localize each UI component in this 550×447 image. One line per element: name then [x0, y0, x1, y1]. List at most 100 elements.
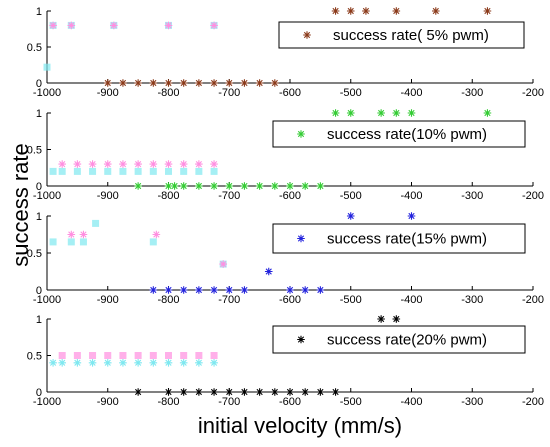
data-point — [103, 359, 112, 367]
x-tick-label: -200 — [522, 294, 544, 306]
data-point — [301, 388, 309, 396]
x-tick-label: -500 — [340, 190, 362, 202]
data-point — [225, 79, 234, 87]
data-point — [271, 79, 279, 87]
x-tick-label: -1000 — [33, 87, 61, 99]
data-point — [195, 286, 203, 294]
x-tick-label: -800 — [157, 396, 179, 408]
data-point — [164, 182, 173, 190]
y-tick-label: 0 — [36, 78, 42, 90]
x-tick-label: -700 — [218, 294, 240, 306]
x-tick-label: -700 — [218, 190, 240, 202]
x-tick-label: -900 — [97, 190, 119, 202]
data-point — [134, 359, 142, 367]
data-point — [483, 7, 492, 15]
data-point — [152, 230, 161, 239]
x-tick-label: -300 — [461, 190, 483, 202]
data-point — [103, 79, 112, 87]
data-point — [316, 286, 325, 294]
data-point — [195, 160, 203, 168]
data-point — [392, 7, 401, 15]
data-point — [219, 260, 227, 268]
data-point — [49, 359, 57, 367]
data-point — [110, 21, 118, 30]
data-point — [164, 359, 173, 367]
data-point — [195, 167, 203, 175]
data-point — [331, 7, 340, 15]
legend-marker — [297, 234, 305, 243]
y-tick-label: 0.5 — [27, 145, 42, 157]
x-tick-label: -400 — [400, 294, 422, 306]
data-point — [286, 182, 294, 190]
data-point — [149, 160, 158, 168]
y-tick-label: 0 — [36, 387, 42, 399]
data-point — [164, 388, 173, 396]
data-point — [180, 167, 188, 175]
data-point — [165, 352, 172, 359]
data-point — [149, 286, 158, 294]
data-point — [164, 79, 173, 87]
data-point — [164, 21, 173, 30]
data-point — [92, 219, 100, 227]
x-tick-label: -800 — [157, 190, 179, 202]
data-point — [195, 352, 203, 359]
data-point — [240, 388, 249, 396]
x-tick-label: -300 — [461, 87, 483, 99]
y-tick-label: 1 — [36, 314, 42, 326]
data-point — [104, 167, 112, 175]
data-point — [88, 359, 97, 367]
y-tick-label: 0 — [36, 181, 42, 193]
data-point — [134, 388, 142, 396]
x-tick-label: -600 — [279, 294, 301, 306]
x-tick-label: -1000 — [33, 294, 61, 306]
data-point — [134, 352, 142, 359]
legend-box — [272, 120, 526, 148]
data-point — [362, 7, 370, 15]
data-point — [195, 388, 203, 396]
data-point — [195, 79, 203, 87]
data-point — [407, 109, 416, 117]
x-tick-label: -300 — [461, 396, 483, 408]
data-point — [73, 167, 81, 175]
data-point — [179, 79, 188, 87]
data-point — [58, 160, 66, 168]
data-point — [49, 167, 57, 175]
data-point — [179, 388, 188, 396]
data-point — [271, 388, 279, 396]
data-point — [119, 167, 127, 175]
y-axis-label: success rate — [8, 143, 33, 267]
data-point — [89, 352, 97, 359]
legend-label: success rate( 5% pwm) — [333, 27, 489, 44]
data-point — [432, 7, 440, 15]
data-point — [301, 182, 309, 190]
data-point — [180, 352, 188, 359]
x-tick-label: -800 — [157, 87, 179, 99]
y-tick-label: 1 — [36, 211, 42, 223]
data-point — [73, 359, 82, 367]
y-tick-label: 1 — [36, 108, 42, 120]
data-point — [89, 167, 97, 175]
x-tick-label: -600 — [279, 396, 301, 408]
y-tick-label: 0.5 — [27, 42, 42, 54]
x-tick-label: -600 — [279, 190, 301, 202]
data-point — [73, 352, 81, 359]
data-point — [43, 63, 51, 71]
data-point — [134, 79, 142, 87]
x-tick-label: -1000 — [33, 190, 61, 202]
data-point — [164, 160, 173, 168]
legend-box — [272, 223, 526, 254]
data-point — [58, 359, 66, 367]
data-point — [225, 182, 234, 190]
data-point — [49, 21, 57, 30]
data-point — [316, 182, 325, 190]
data-point — [210, 359, 218, 367]
x-tick-label: -900 — [97, 87, 119, 99]
data-point — [225, 388, 234, 396]
data-point — [195, 182, 203, 190]
data-point — [316, 388, 325, 396]
data-point — [149, 359, 158, 367]
legend-marker — [303, 31, 311, 39]
data-point — [346, 109, 355, 117]
data-point — [149, 167, 157, 175]
